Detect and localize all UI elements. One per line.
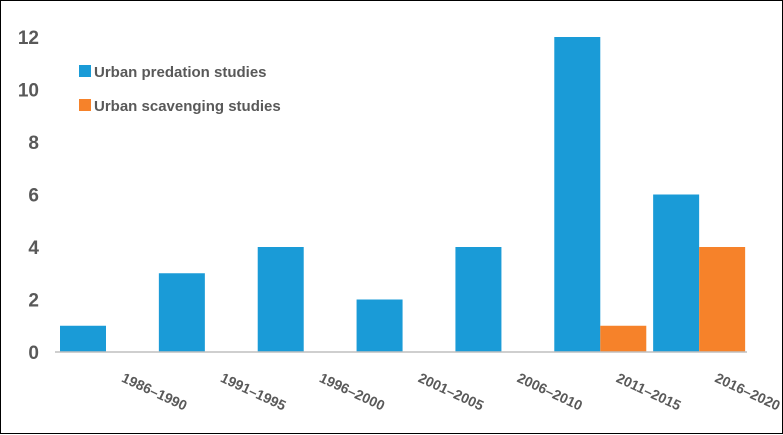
bar-scavenging-2016–2020 (699, 247, 746, 352)
bar-predation-2006–2010 (455, 247, 502, 352)
bar-predation-2011–2015 (554, 37, 601, 352)
x-category-label: 2016–2020 (713, 369, 783, 413)
bar-predation-1991–1995 (158, 273, 205, 352)
bar-predation-2001–2005 (356, 299, 403, 352)
legend-label-scavenging: Urban scavenging studies (94, 98, 281, 115)
y-tick-label: 2 (28, 291, 39, 312)
legend: Urban predation studies Urban scavenging… (79, 64, 281, 115)
legend-item-scavenging: Urban scavenging studies (79, 98, 281, 115)
y-tick-label: 0 (28, 343, 39, 364)
y-tick-label: 12 (18, 28, 39, 49)
y-axis-tick-labels: 0 2 4 6 8 10 12 (18, 28, 40, 364)
x-category-label: 1986–1990 (119, 369, 189, 413)
bar-predation-2016–2020 (653, 194, 700, 352)
bars (60, 37, 746, 352)
bar-scavenging-2011–2015 (600, 325, 647, 352)
legend-swatch-scavenging (79, 99, 91, 111)
bar-predation-1986–1990 (60, 325, 106, 352)
y-tick-label: 4 (28, 238, 39, 259)
y-tick-label: 10 (18, 81, 39, 102)
y-tick-label: 6 (28, 186, 39, 207)
x-category-label: 2001–2005 (416, 369, 486, 413)
x-category-label: 1991–1995 (218, 369, 288, 413)
bar-predation-1996–2000 (257, 247, 304, 352)
legend-label-predation: Urban predation studies (94, 64, 267, 81)
legend-swatch-predation (79, 65, 91, 77)
x-category-label: 1996–2000 (317, 369, 387, 413)
x-category-label: 2011–2015 (614, 370, 684, 414)
x-axis-category-labels: 1986–1990 1991–1995 1996–2000 2001–2005 2006… (119, 369, 783, 413)
legend-item-predation: Urban predation studies (79, 64, 267, 81)
x-category-label: 2006–2010 (515, 369, 585, 413)
y-tick-label: 8 (28, 133, 39, 154)
